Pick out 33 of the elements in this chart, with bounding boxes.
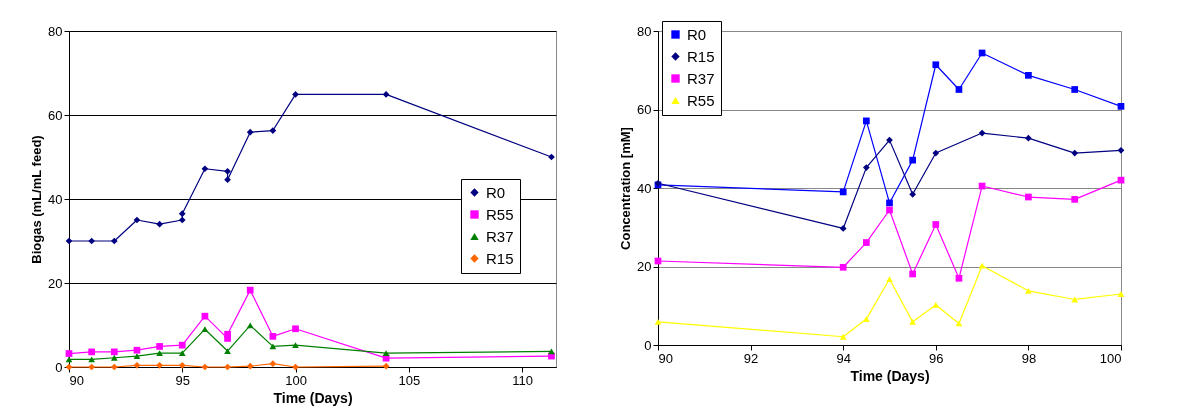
legend-label: R55 bbox=[486, 205, 514, 223]
y-tick-label: 0 bbox=[644, 337, 652, 353]
y-tick-label: 20 bbox=[48, 275, 63, 291]
x-tick-label: 94 bbox=[836, 350, 851, 366]
y-axis-title: Biogas (mL/mL feed) bbox=[29, 135, 45, 264]
legend-label: R37 bbox=[687, 69, 715, 87]
y-tick-label: 20 bbox=[637, 259, 652, 274]
legend-label: R0 bbox=[486, 183, 506, 201]
y-tick-label: 60 bbox=[637, 102, 652, 117]
legend-label: R55 bbox=[687, 91, 715, 109]
x-tick-label: 96 bbox=[929, 350, 944, 366]
x-tick-label: 105 bbox=[398, 372, 421, 388]
x-tick-label: 100 bbox=[285, 372, 307, 388]
x-axis-title: Time (Days) bbox=[273, 389, 353, 406]
legend-label: R15 bbox=[687, 47, 715, 65]
x-tick-label: 110 bbox=[512, 372, 533, 388]
y-tick-label: 40 bbox=[637, 180, 652, 196]
x-axis-title: Time (Days) bbox=[850, 367, 930, 384]
x-tick-label: 98 bbox=[1021, 350, 1037, 366]
legend-label: R15 bbox=[486, 249, 514, 267]
y-axis-title: Concentration [mM] bbox=[618, 127, 634, 250]
y-tick-label: 60 bbox=[48, 107, 63, 123]
x-tick-label: 90 bbox=[658, 350, 673, 366]
x-tick-label: 90 bbox=[69, 372, 84, 388]
legend-label: R37 bbox=[486, 227, 514, 245]
y-tick-label: 80 bbox=[48, 23, 63, 39]
y-tick-label: 0 bbox=[55, 359, 63, 375]
x-tick-label: 92 bbox=[743, 350, 759, 366]
y-tick-label: 40 bbox=[48, 191, 63, 207]
legend-label: R0 bbox=[687, 25, 707, 43]
y-tick-label: 80 bbox=[637, 23, 652, 39]
x-tick-label: 100 bbox=[1099, 350, 1122, 366]
x-tick-label: 95 bbox=[175, 372, 190, 388]
